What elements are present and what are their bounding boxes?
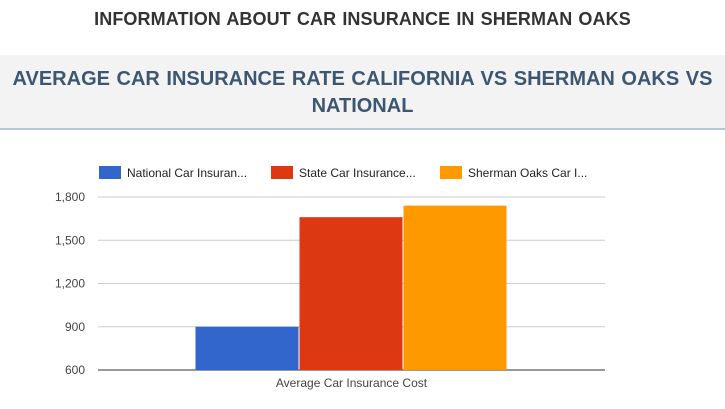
y-tick-label: 900 xyxy=(65,320,85,334)
chart-heading-band xyxy=(0,55,725,130)
x-category-label: Average Car Insurance Cost xyxy=(276,376,428,390)
chart-heading: AVERAGE CAR INSURANCE RATE CALIFORNIA VS… xyxy=(0,66,725,120)
bar-3[interactable] xyxy=(403,205,507,370)
y-tick-label: 1,500 xyxy=(55,233,85,247)
legend-label-2[interactable]: State Car Insurance... xyxy=(299,166,416,180)
legend-swatch-1[interactable] xyxy=(99,166,121,179)
bar-1[interactable] xyxy=(195,326,299,370)
chart-area: 600 900 1,200 1,500 1,800 Average Car Insuran… xyxy=(0,140,725,404)
legend-swatch-3[interactable] xyxy=(440,166,462,179)
legend-label-1[interactable]: National Car Insuran... xyxy=(127,166,247,180)
bar-chart: 600 900 1,200 1,500 1,800 Average Car Insuran… xyxy=(55,166,605,390)
legend-label-3[interactable]: Sherman Oaks Car I... xyxy=(468,166,587,180)
chart-heading-line-2: NATIONAL xyxy=(311,95,414,117)
y-tick-label: 1,200 xyxy=(55,277,85,291)
y-tick-label: 1,800 xyxy=(55,190,85,204)
bar-2[interactable] xyxy=(299,217,403,370)
page-heading: INFORMATION ABOUT CAR INSURANCE IN SHERM… xyxy=(94,8,631,29)
chart-heading-line-1: AVERAGE CAR INSURANCE RATE CALIFORNIA VS… xyxy=(12,68,713,90)
legend-swatch-2[interactable] xyxy=(271,166,293,179)
y-tick-label: 600 xyxy=(65,363,85,377)
